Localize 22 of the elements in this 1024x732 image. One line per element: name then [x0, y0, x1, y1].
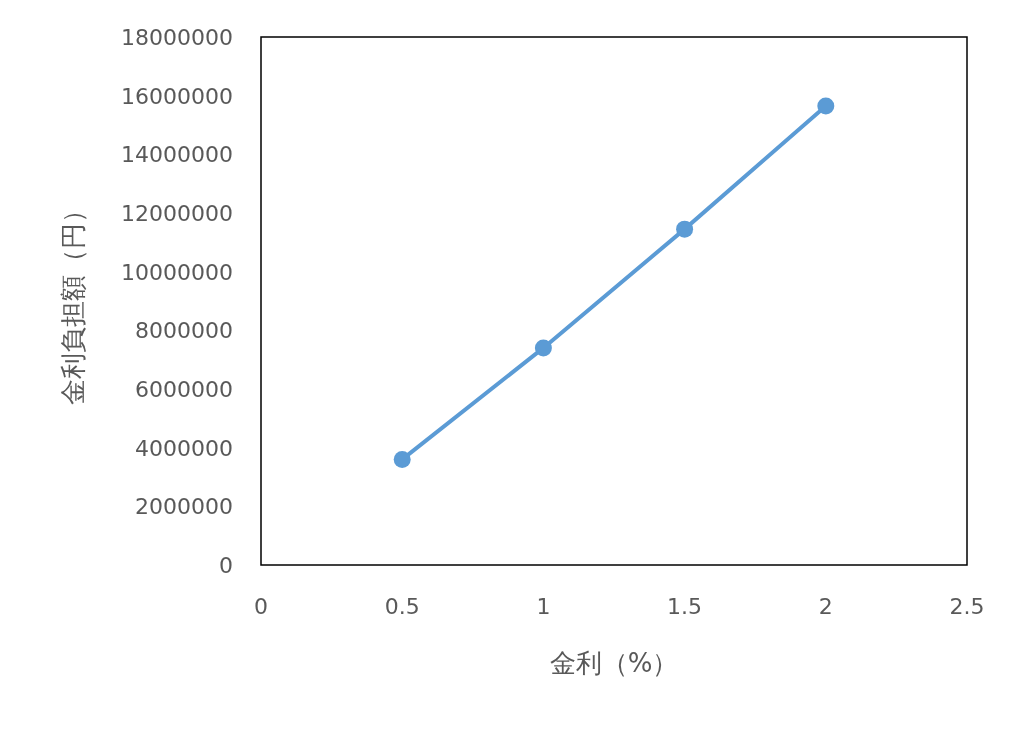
- x-axis-title: 金利（%）: [549, 648, 679, 678]
- x-tick-label: 0.5: [384, 594, 420, 619]
- y-tick-label: 2000000: [135, 494, 233, 520]
- point: [393, 450, 411, 468]
- point: [817, 97, 835, 115]
- x-tick-label: 1.5: [667, 594, 703, 619]
- point: [534, 339, 552, 357]
- x-tick-label: 1: [536, 594, 551, 619]
- y-tick-label: 8000000: [135, 318, 233, 344]
- x-tick-label: 2.5: [949, 594, 985, 619]
- point: [676, 220, 694, 238]
- y-tick-label: 6000000: [135, 377, 233, 402]
- y-tick-label: 16000000: [121, 83, 233, 109]
- y-tick-label: 10000000: [121, 259, 233, 285]
- y-axis-title: 金利負担額（円）: [58, 197, 88, 405]
- y-tick-label: 12000000: [121, 201, 233, 226]
- y-tick-label: 18000000: [121, 25, 233, 50]
- x-tick-label: 0: [254, 594, 268, 619]
- y-tick-label: 0: [219, 553, 233, 578]
- y-tick-label: 4000000: [135, 435, 233, 461]
- x-tick-label: 2: [818, 594, 833, 619]
- y-tick-label: 14000000: [121, 142, 233, 168]
